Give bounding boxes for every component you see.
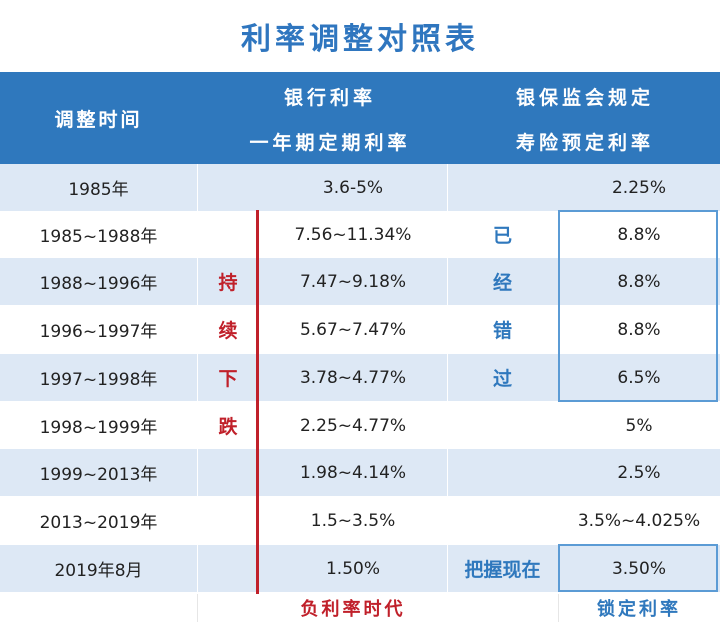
header-regulator: 银保监会规定 [515, 87, 654, 109]
cell-insurance-rate: 3.50% [611, 558, 666, 579]
cell-insurance-rate: 8.8% [617, 224, 661, 245]
column-divider [197, 594, 198, 622]
cell-insurance-rate: 2.5% [617, 462, 661, 483]
table-footer: 负利率时代 锁定利率 [0, 594, 720, 622]
table-header: 调整时间 银行利率 一年期定期利率 银保监会规定 寿险预定利率 [0, 72, 720, 164]
table-row: 1997~1998年 下 3.78~4.77% 过 6.5% [0, 354, 720, 401]
table-row: 2013~2019年 1.5~3.5% 3.5%~4.025% [0, 497, 720, 544]
column-divider [447, 164, 448, 594]
cell-bank-rate: 3.6-5% [322, 177, 384, 198]
cell-note [447, 402, 558, 449]
cell-bank-rate: 1.5~3.5% [310, 510, 396, 531]
lock-rate-label: 锁定利率 [597, 599, 681, 620]
cell-time: 2013~2019年 [39, 513, 158, 533]
cell-trend [197, 545, 259, 592]
cell-note: 已 [492, 225, 512, 247]
cell-trend: 续 [218, 320, 238, 342]
cell-bank-rate: 1.50% [325, 558, 380, 579]
cell-time: 1996~1997年 [39, 322, 158, 342]
cell-bank-rate: 7.56~11.34% [294, 224, 412, 245]
cell-time: 1985年 [68, 180, 129, 200]
cell-trend: 下 [218, 368, 238, 390]
table-row: 2019年8月 1.50% 把握现在 3.50% [0, 545, 720, 592]
cell-time: 1997~1998年 [39, 370, 158, 390]
table-title: 利率调整对照表 [241, 22, 479, 57]
cell-bank-rate: 1.98~4.14% [299, 462, 407, 483]
cell-note: 错 [492, 320, 512, 342]
cell-trend: 跌 [218, 416, 238, 438]
current-rate-highlight-box [558, 544, 718, 592]
cell-time: 1999~2013年 [39, 465, 158, 485]
header-bank-rate: 银行利率 [283, 87, 376, 109]
cell-note: 把握现在 [464, 559, 541, 581]
cell-insurance-rate: 6.5% [617, 367, 661, 388]
cell-trend: 持 [218, 272, 238, 294]
cell-note: 经 [492, 272, 512, 294]
table-row: 1985~1988年 7.56~11.34% 已 8.8% [0, 211, 720, 258]
decline-marker-line [256, 210, 259, 594]
cell-bank-rate: 2.25~4.77% [299, 415, 407, 436]
cell-insurance-rate: 5% [625, 415, 653, 436]
cell-insurance-rate: 8.8% [617, 271, 661, 292]
table-row: 1988~1996年 持 7.47~9.18% 经 8.8% [0, 258, 720, 305]
header-one-year-deposit: 一年期定期利率 [249, 132, 411, 154]
cell-insurance-rate: 3.5%~4.025% [577, 510, 701, 531]
table-row: 1996~1997年 续 5.67~7.47% 错 8.8% [0, 306, 720, 353]
negative-rate-era-label: 负利率时代 [300, 599, 406, 620]
cell-bank-rate: 5.67~7.47% [299, 319, 407, 340]
cell-time: 1988~1996年 [39, 274, 158, 294]
cell-bank-rate: 3.78~4.77% [299, 367, 407, 388]
cell-note [447, 497, 558, 544]
cell-note [447, 449, 558, 496]
table-row: 1999~2013年 1.98~4.14% 2.5% [0, 449, 720, 496]
cell-time: 1985~1988年 [39, 227, 158, 247]
cell-insurance-rate: 2.25% [611, 177, 666, 198]
header-adjust-time: 调整时间 [54, 108, 143, 131]
column-divider [197, 164, 198, 594]
column-divider [558, 594, 559, 622]
missed-rates-highlight-box [558, 210, 718, 402]
header-insurance-rate: 寿险预定利率 [515, 132, 654, 154]
cell-note: 过 [492, 368, 512, 390]
cell-trend [197, 497, 259, 544]
table-row: 1998~1999年 跌 2.25~4.77% 5% [0, 402, 720, 449]
cell-insurance-rate: 8.8% [617, 319, 661, 340]
cell-time: 2019年8月 [54, 561, 143, 581]
table-row: 1985年 3.6-5% 2.25% [0, 164, 720, 211]
cell-trend [197, 211, 259, 258]
cell-trend [197, 449, 259, 496]
cell-time: 1998~1999年 [39, 418, 158, 438]
cell-bank-rate: 7.47~9.18% [299, 271, 407, 292]
